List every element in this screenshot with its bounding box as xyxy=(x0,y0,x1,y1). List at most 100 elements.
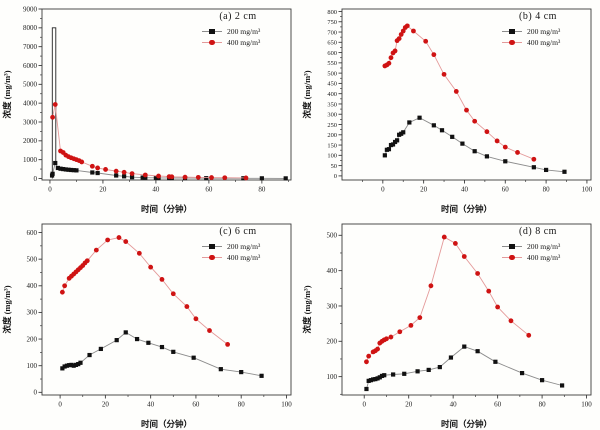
svg-text:400: 400 xyxy=(327,91,337,98)
svg-text:60: 60 xyxy=(494,401,502,409)
svg-text:0: 0 xyxy=(58,401,62,409)
legend-c: (c) 6 cm 200 mg/m³ 400 mg/m³ xyxy=(188,226,288,264)
svg-text:200: 200 xyxy=(327,338,338,346)
plot-frame xyxy=(341,8,592,181)
legend-label-400: 400 mg/m³ xyxy=(227,253,261,262)
svg-text:40: 40 xyxy=(461,186,469,194)
plot-canvas-a: 0 20 40 60 80 0 1000 2000 3000 4000 5000 6000 7000 80… xyxy=(2,5,292,214)
svg-text:60: 60 xyxy=(502,186,510,194)
legend-key-400-icon xyxy=(202,39,222,46)
svg-text:700: 700 xyxy=(327,29,337,36)
x-axis: 0 20 40 60 80 100 xyxy=(362,180,593,194)
svg-text:0: 0 xyxy=(34,175,38,183)
svg-text:0: 0 xyxy=(362,401,366,409)
legend-label-200: 200 mg/m³ xyxy=(527,27,561,36)
svg-text:500: 500 xyxy=(327,232,338,240)
legend-key-200-icon xyxy=(202,28,222,35)
svg-text:100: 100 xyxy=(327,373,338,381)
svg-text:0: 0 xyxy=(34,389,38,397)
x-axis-label: 时间（分钟） xyxy=(441,204,492,214)
svg-text:80: 80 xyxy=(258,186,266,194)
legend-item-200: 200 mg/m³ xyxy=(188,27,288,36)
svg-text:2000: 2000 xyxy=(23,137,38,145)
plot-canvas-d: 0 20 40 60 80 100 100 200 300 400 500 时间（分钟） 浓度 (mg/… xyxy=(302,223,592,429)
svg-text:350: 350 xyxy=(327,101,337,108)
svg-text:150: 150 xyxy=(327,142,337,149)
legend-key-400-icon xyxy=(502,254,522,261)
plot-frame xyxy=(341,223,592,396)
svg-text:3000: 3000 xyxy=(23,118,38,126)
legend-label-200: 200 mg/m³ xyxy=(227,242,261,251)
svg-text:200: 200 xyxy=(27,335,38,343)
series-400 xyxy=(382,23,537,162)
legend-label-400: 400 mg/m³ xyxy=(527,253,561,262)
series-400 xyxy=(50,102,249,181)
x-axis: 0 20 40 60 80 100 xyxy=(58,395,292,409)
x-axis: 0 20 40 60 80 xyxy=(48,180,289,194)
legend-key-400-icon xyxy=(202,254,222,261)
svg-text:300: 300 xyxy=(27,309,38,317)
svg-text:9000: 9000 xyxy=(23,5,38,13)
legend-label-200: 200 mg/m³ xyxy=(227,27,261,36)
chart-panel-c: 0 20 40 60 80 100 0 100 200 300 400 500 600 时间（分钟） 浓度 … xyxy=(0,215,300,430)
y-axis: 0 1000 2000 3000 4000 5000 6000 7000 8000 9000 xyxy=(23,5,42,183)
legend-label-200: 200 mg/m³ xyxy=(527,242,561,251)
plot-canvas-c: 0 20 40 60 80 100 0 100 200 300 400 500 600 时间（分钟） 浓度 … xyxy=(2,223,292,429)
svg-text:650: 650 xyxy=(327,40,337,47)
y-axis: 0 100 200 300 400 500 600 xyxy=(27,229,42,397)
y-axis-label: 浓度 (mg/m³) xyxy=(2,285,12,333)
svg-text:100: 100 xyxy=(281,401,292,409)
svg-text:6000: 6000 xyxy=(23,62,38,70)
svg-text:0: 0 xyxy=(381,186,385,194)
svg-text:100: 100 xyxy=(581,401,592,409)
panel-title-d: (d) 8 cm xyxy=(519,226,557,237)
svg-text:500: 500 xyxy=(327,70,337,77)
chart-panel-d: 0 20 40 60 80 100 100 200 300 400 500 时间（分钟） 浓度 (mg/… xyxy=(300,215,600,430)
legend-item-400: 400 mg/m³ xyxy=(188,38,288,47)
x-axis-label: 时间（分钟） xyxy=(441,419,492,429)
svg-text:60: 60 xyxy=(192,401,200,409)
svg-text:20: 20 xyxy=(405,401,413,409)
svg-text:8000: 8000 xyxy=(23,24,38,32)
svg-text:40: 40 xyxy=(152,186,160,194)
svg-text:0: 0 xyxy=(48,186,52,194)
y-axis-label: 浓度 (mg/m³) xyxy=(302,70,312,118)
legend-item-200: 200 mg/m³ xyxy=(488,242,588,251)
legend-key-400-icon xyxy=(502,39,522,46)
panel-title-b: (b) 4 cm xyxy=(519,11,557,22)
svg-text:450: 450 xyxy=(327,81,337,88)
svg-text:100: 100 xyxy=(582,186,593,194)
svg-text:20: 20 xyxy=(420,186,428,194)
svg-text:1000: 1000 xyxy=(23,156,38,164)
chart-panel-b: 0 20 40 60 80 100 0 50 100 150 200 250 300 350 400 450 5… xyxy=(300,0,600,215)
svg-text:40: 40 xyxy=(147,401,155,409)
x-axis: 0 20 40 60 80 100 xyxy=(362,395,592,409)
svg-text:7000: 7000 xyxy=(23,43,38,51)
legend-key-200-icon xyxy=(502,243,522,250)
legend-key-200-icon xyxy=(202,243,222,250)
svg-text:600: 600 xyxy=(327,50,337,57)
y-axis-label: 浓度 (mg/m³) xyxy=(2,70,12,118)
svg-text:60: 60 xyxy=(205,186,213,194)
legend-a: (a) 2 cm 200 mg/m³ 400 mg/m³ xyxy=(188,11,288,49)
series-400 xyxy=(364,234,532,365)
svg-text:40: 40 xyxy=(450,401,458,409)
svg-text:300: 300 xyxy=(327,302,338,310)
svg-text:800: 800 xyxy=(327,9,337,16)
legend-item-200: 200 mg/m³ xyxy=(488,27,588,36)
series-200 xyxy=(382,115,567,174)
svg-text:80: 80 xyxy=(539,401,547,409)
plot-frame xyxy=(41,8,292,181)
plot-frame xyxy=(41,223,292,396)
svg-text:100: 100 xyxy=(27,362,38,370)
y-axis: 100 200 300 400 500 xyxy=(327,232,342,395)
legend-d: (d) 8 cm 200 mg/m³ 400 mg/m³ xyxy=(488,226,588,264)
svg-text:0: 0 xyxy=(334,173,337,180)
svg-text:750: 750 xyxy=(327,19,337,26)
legend-item-400: 400 mg/m³ xyxy=(488,38,588,47)
plot-canvas-b: 0 20 40 60 80 100 0 50 100 150 200 250 300 350 400 450 5… xyxy=(302,8,593,214)
series-200 xyxy=(60,330,264,378)
legend-b: (b) 4 cm 200 mg/m³ 400 mg/m³ xyxy=(488,11,588,49)
svg-text:200: 200 xyxy=(327,132,337,139)
